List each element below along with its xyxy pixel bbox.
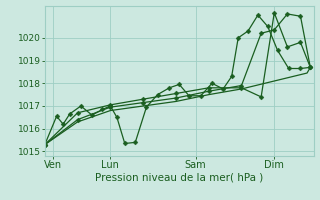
X-axis label: Pression niveau de la mer( hPa ): Pression niveau de la mer( hPa ) — [95, 173, 263, 183]
